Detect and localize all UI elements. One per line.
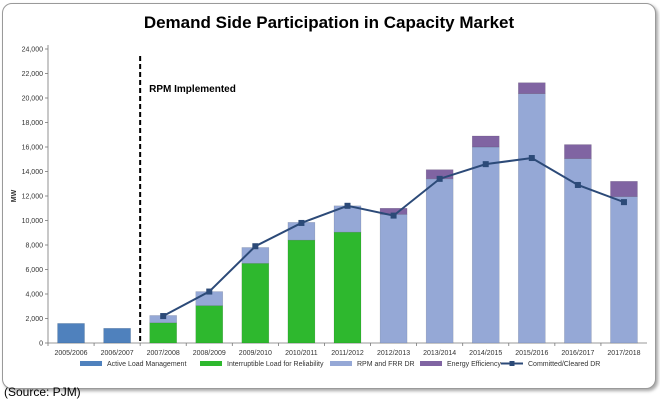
committed-dr-point <box>390 212 397 219</box>
x-tick-label: 2014/2015 <box>469 350 502 357</box>
legend-label: Interruptible Load for Reliability <box>227 361 324 368</box>
legend-swatch <box>330 361 352 366</box>
committed-dr-point <box>620 199 627 206</box>
y-axis-label: MW <box>11 189 18 202</box>
committed-dr-point <box>528 155 535 162</box>
x-tick-label: 2008/2009 <box>193 350 226 357</box>
x-tick-label: 2010/2011 <box>285 350 318 357</box>
y-tick-label: 12,000 <box>22 194 44 201</box>
legend-swatch <box>200 361 222 366</box>
bar-segment <box>564 144 592 159</box>
line-series <box>160 155 627 320</box>
y-tick-label: 2,000 <box>25 316 43 323</box>
y-tick-label: 24,000 <box>22 47 44 54</box>
committed-dr-point <box>574 181 581 188</box>
committed-dr-point <box>160 313 167 320</box>
y-tick-label: 18,000 <box>22 120 44 127</box>
committed-dr-point <box>298 219 305 226</box>
legend-swatch <box>420 361 442 366</box>
bars <box>57 82 638 344</box>
x-tick-label: 2012/2013 <box>377 350 410 357</box>
bar-segment <box>149 322 177 344</box>
chart-svg: Demand Side Participation in Capacity Ma… <box>11 13 647 368</box>
x-tick-label: 2017/2018 <box>607 350 640 357</box>
bar-segment <box>425 178 454 344</box>
annotations: RPM Implemented <box>139 56 236 343</box>
bar-segment <box>379 214 408 344</box>
legend-swatch <box>80 361 102 366</box>
bar-segment <box>287 239 316 344</box>
bar-segment <box>610 181 638 197</box>
y-tick-label: 14,000 <box>22 169 44 176</box>
x-tick-label: 2016/2017 <box>561 350 594 357</box>
source-note: (Source: PJM) <box>4 385 81 399</box>
axes: 0 2,000 4,000 6,000 8,000 10,000 12,000 14,000 1… <box>11 45 647 357</box>
y-tick-label: 10,000 <box>22 218 44 225</box>
y-tick-label: 8,000 <box>25 243 43 250</box>
chart-frame: Demand Side Participation in Capacity Ma… <box>2 3 656 389</box>
legend-label: Active Load Management <box>107 361 186 368</box>
x-tick-label: 2009/2010 <box>239 350 272 357</box>
legend-label: Energy Efficiency <box>447 361 501 368</box>
legend-label: Committed/Cleared DR <box>528 361 600 368</box>
chart-title: Demand Side Participation in Capacity Ma… <box>144 13 515 32</box>
x-tick-label: 2006/2007 <box>101 350 134 357</box>
legend-label: RPM and FRR DR <box>357 361 415 368</box>
x-tick-label: 2005/2006 <box>54 350 87 357</box>
bar-segment <box>471 146 500 344</box>
bar-segment <box>195 305 224 344</box>
committed-dr-point <box>206 288 213 295</box>
committed-dr-point <box>344 202 351 209</box>
x-tick-label: 2015/2016 <box>515 350 548 357</box>
bar-segment <box>518 82 546 94</box>
committed-dr-point <box>252 243 259 250</box>
y-tick-label: 16,000 <box>22 145 44 152</box>
y-tick-label: 22,000 <box>22 71 44 78</box>
bar-segment <box>610 196 638 344</box>
legend: Active Load Management Interruptible Load… <box>80 361 600 368</box>
y-tick-label: 6,000 <box>25 267 43 274</box>
y-tick-label: 0 <box>39 341 43 348</box>
legend-line-marker <box>509 361 515 366</box>
bar-segment <box>471 135 500 148</box>
x-tick-label: 2011/2012 <box>331 350 364 357</box>
bar-segment <box>57 323 85 344</box>
x-tick-label: 2007/2008 <box>147 350 180 357</box>
y-tick-label: 20,000 <box>22 96 44 103</box>
y-tick-label: 4,000 <box>25 292 43 299</box>
committed-dr-point <box>436 175 443 182</box>
committed-dr-point <box>482 161 489 168</box>
bar-segment <box>518 93 546 344</box>
annotation-label: RPM Implemented <box>149 84 236 95</box>
x-tick-label: 2013/2014 <box>423 350 456 357</box>
bar-segment <box>333 231 362 344</box>
bar-segment <box>103 328 131 344</box>
bar-segment <box>241 263 270 344</box>
